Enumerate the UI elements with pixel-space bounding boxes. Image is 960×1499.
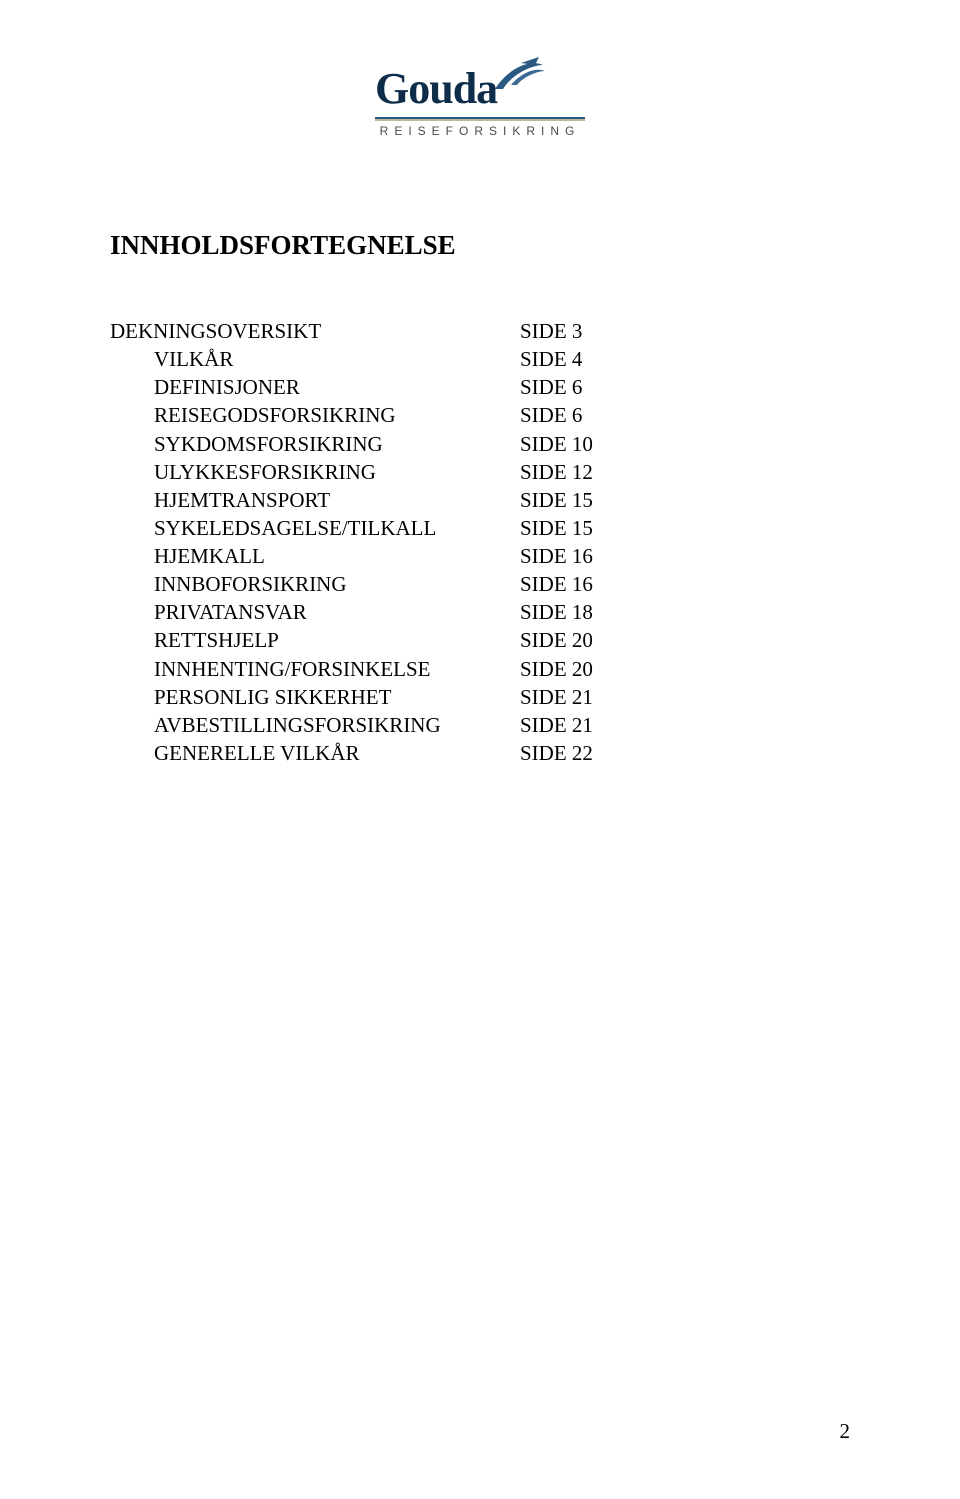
page-number: 2 (840, 1419, 851, 1444)
toc-label: PRIVATANSVAR (110, 598, 520, 626)
toc-row: HJEMKALL SIDE 16 (110, 542, 850, 570)
logo-top-row: Gouda (375, 55, 585, 114)
toc-label: SYKDOMSFORSIKRING (110, 430, 520, 458)
toc-row: PERSONLIG SIKKERHET SIDE 21 (110, 683, 850, 711)
toc-row: GENERELLE VILKÅR SIDE 22 (110, 739, 850, 767)
toc-label: PERSONLIG SIKKERHET (110, 683, 520, 711)
logo-main-text: Gouda (375, 63, 497, 114)
toc-label: HJEMKALL (110, 542, 520, 570)
page-title: INNHOLDSFORTEGNELSE (110, 230, 850, 261)
toc-row: RETTSHJELP SIDE 20 (110, 626, 850, 654)
toc-page: SIDE 15 (520, 514, 593, 542)
company-logo: Gouda REISEFORSIKRING (375, 55, 585, 138)
toc-row: ULYKKESFORSIKRING SIDE 12 (110, 458, 850, 486)
document-page: Gouda REISEFORSIKRING INNHOLDSFORTEGNELS… (0, 0, 960, 1499)
toc-page: SIDE 21 (520, 683, 593, 711)
toc-page: SIDE 4 (520, 345, 582, 373)
toc-label: AVBESTILLINGSFORSIKRING (110, 711, 520, 739)
table-of-contents: DEKNINGSOVERSIKT SIDE 3 VILKÅR SIDE 4 DE… (110, 317, 850, 767)
toc-page: SIDE 20 (520, 626, 593, 654)
toc-row: VILKÅR SIDE 4 (110, 345, 850, 373)
toc-label: GENERELLE VILKÅR (110, 739, 520, 767)
toc-label: RETTSHJELP (110, 626, 520, 654)
toc-row: SYKELEDSAGELSE/TILKALL SIDE 15 (110, 514, 850, 542)
toc-row: PRIVATANSVAR SIDE 18 (110, 598, 850, 626)
toc-label: ULYKKESFORSIKRING (110, 458, 520, 486)
toc-label: DEKNINGSOVERSIKT (110, 317, 520, 345)
toc-page: SIDE 15 (520, 486, 593, 514)
toc-page: SIDE 16 (520, 542, 593, 570)
toc-page: SIDE 3 (520, 317, 582, 345)
toc-page: SIDE 10 (520, 430, 593, 458)
toc-row: SYKDOMSFORSIKRING SIDE 10 (110, 430, 850, 458)
toc-row: INNHENTING/FORSINKELSE SIDE 20 (110, 655, 850, 683)
toc-row: HJEMTRANSPORT SIDE 15 (110, 486, 850, 514)
logo-divider (375, 117, 585, 121)
toc-label: VILKÅR (110, 345, 520, 373)
toc-label: REISEGODSFORSIKRING (110, 401, 520, 429)
toc-page: SIDE 6 (520, 401, 582, 429)
toc-row: DEFINISJONER SIDE 6 (110, 373, 850, 401)
toc-page: SIDE 16 (520, 570, 593, 598)
toc-page: SIDE 12 (520, 458, 593, 486)
toc-label: INNHENTING/FORSINKELSE (110, 655, 520, 683)
toc-label: INNBOFORSIKRING (110, 570, 520, 598)
toc-row: AVBESTILLINGSFORSIKRING SIDE 21 (110, 711, 850, 739)
toc-label: HJEMTRANSPORT (110, 486, 520, 514)
logo-container: Gouda REISEFORSIKRING (110, 55, 850, 140)
toc-label: DEFINISJONER (110, 373, 520, 401)
toc-label: SYKELEDSAGELSE/TILKALL (110, 514, 520, 542)
toc-row: INNBOFORSIKRING SIDE 16 (110, 570, 850, 598)
toc-page: SIDE 6 (520, 373, 582, 401)
toc-page: SIDE 21 (520, 711, 593, 739)
logo-subtitle: REISEFORSIKRING (375, 124, 585, 138)
toc-row: REISEGODSFORSIKRING SIDE 6 (110, 401, 850, 429)
logo-swoosh-icon (491, 55, 547, 100)
toc-row: DEKNINGSOVERSIKT SIDE 3 (110, 317, 850, 345)
toc-page: SIDE 22 (520, 739, 593, 767)
toc-page: SIDE 20 (520, 655, 593, 683)
toc-page: SIDE 18 (520, 598, 593, 626)
